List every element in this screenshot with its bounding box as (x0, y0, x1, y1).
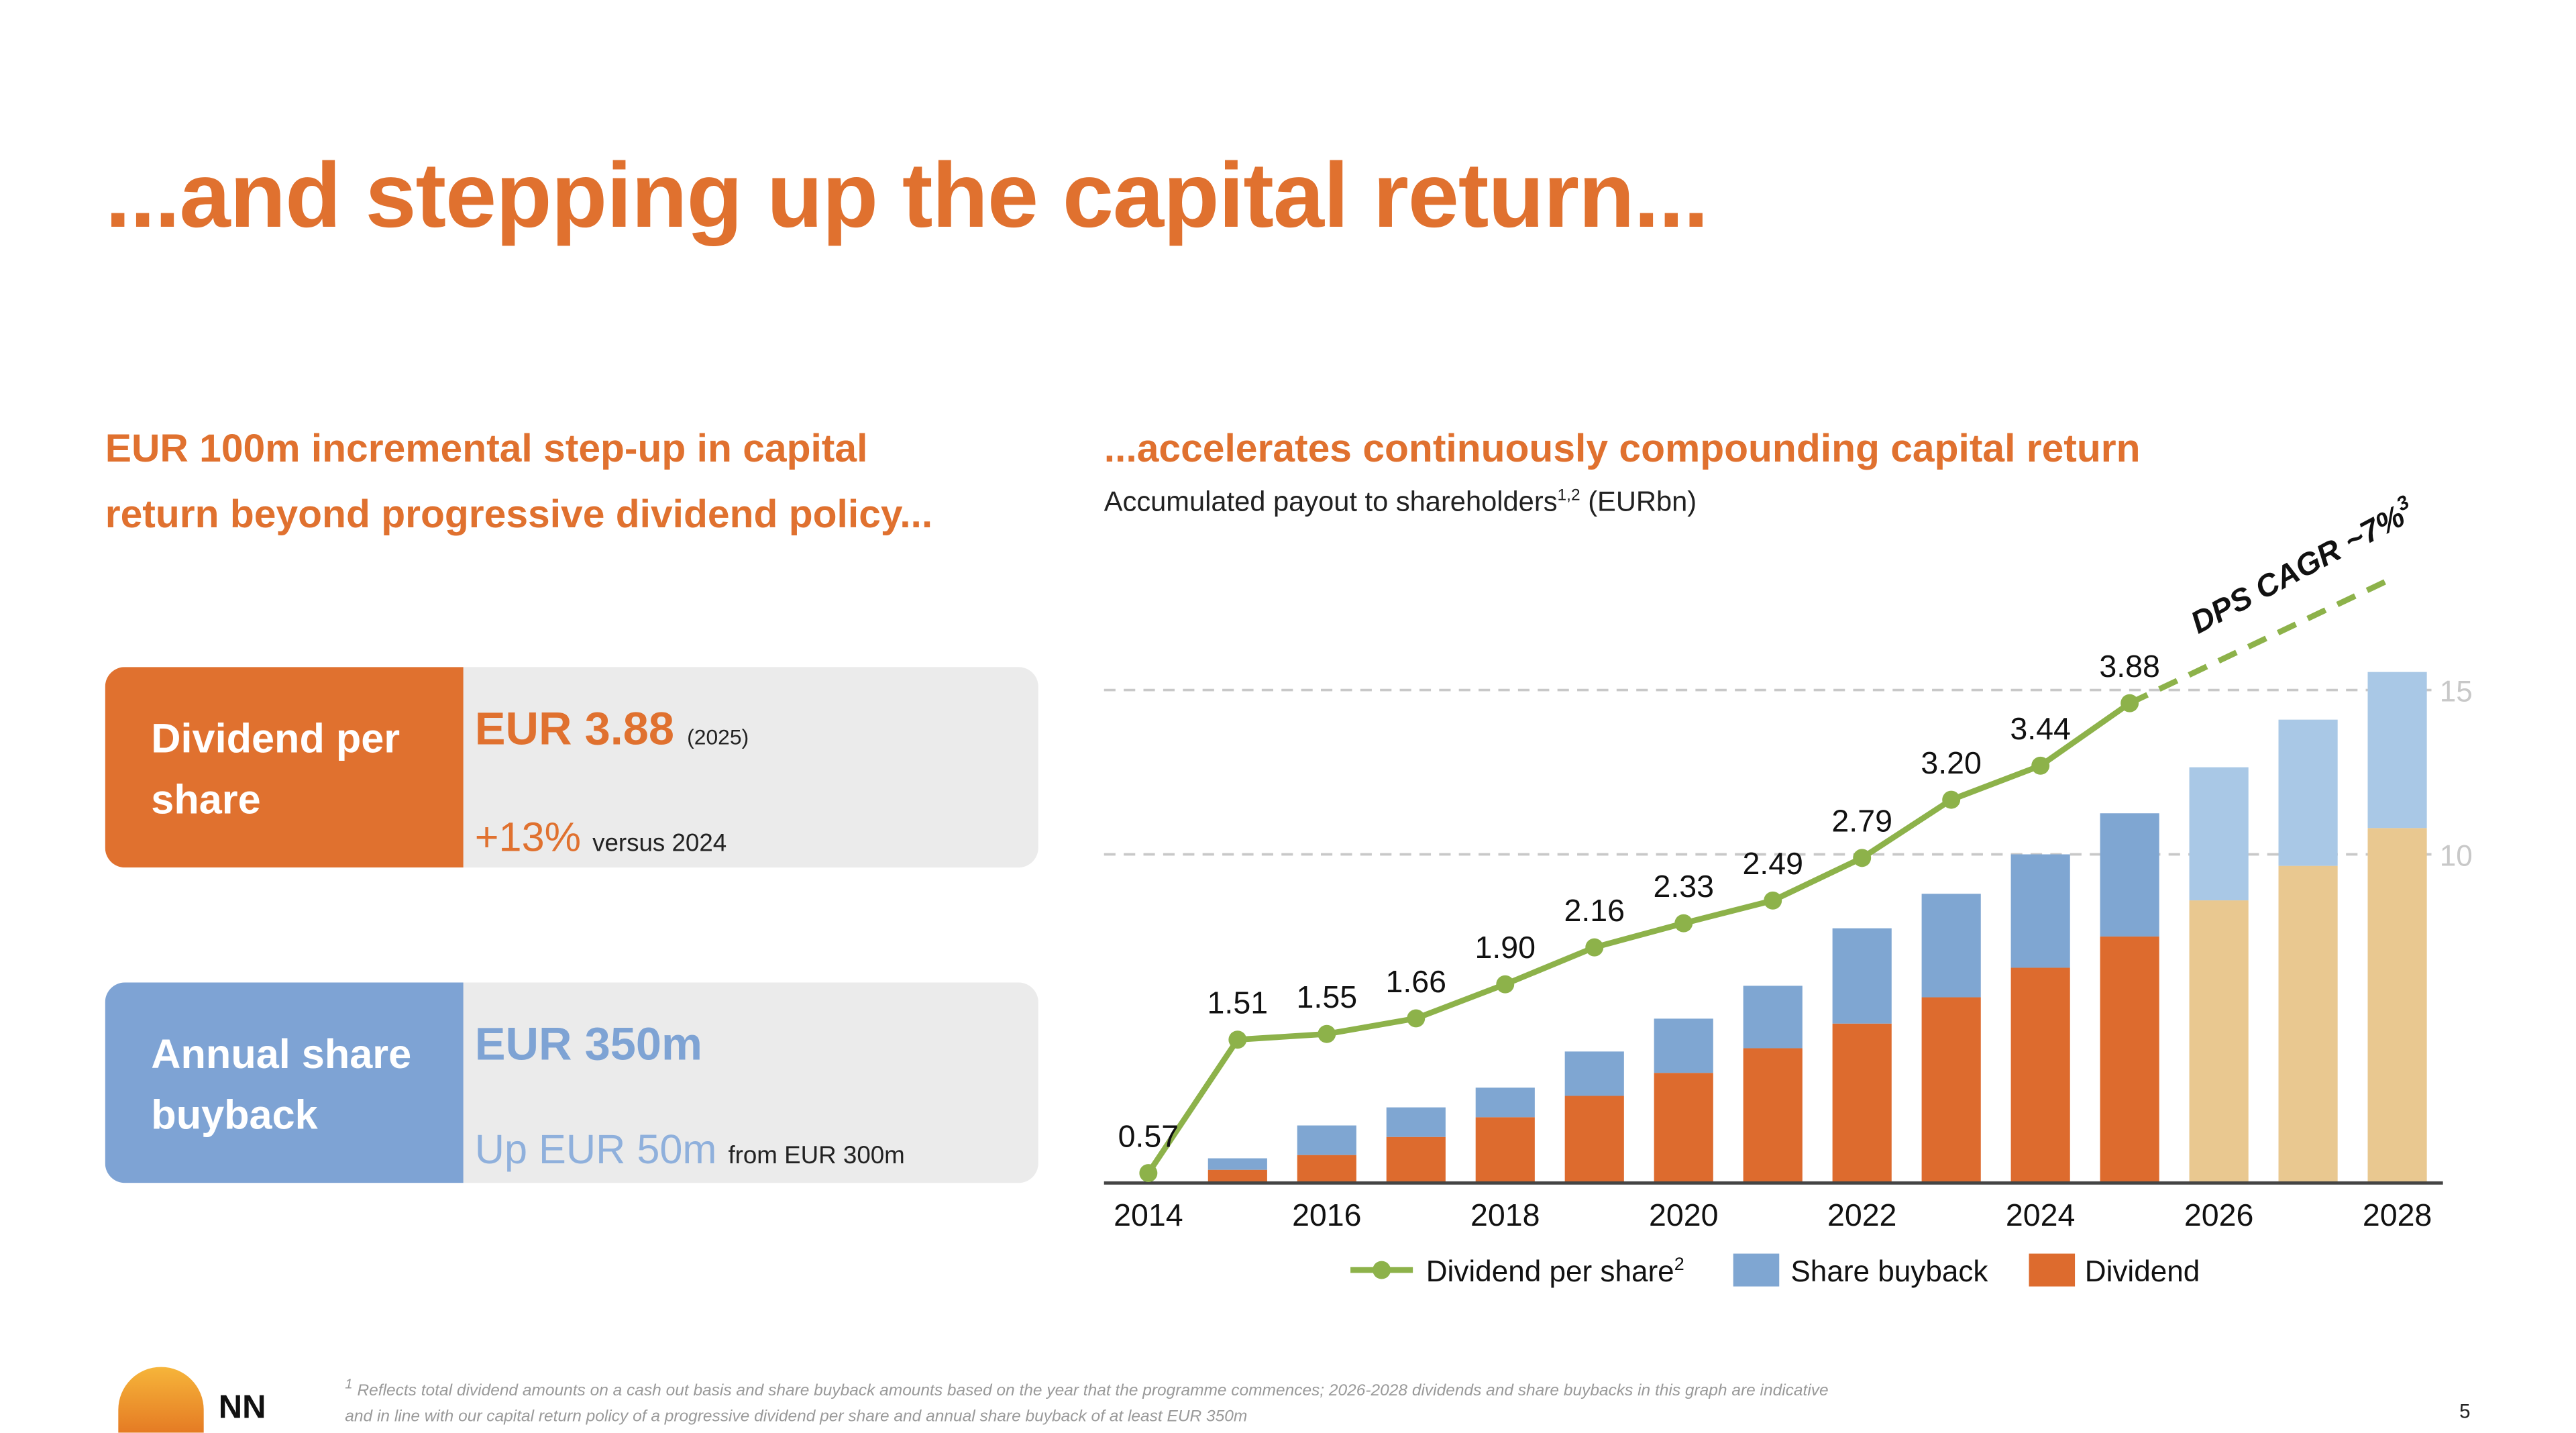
legend-dividend-label: Dividend (2085, 1255, 2200, 1288)
x-tick-label: 2014 (1114, 1198, 1183, 1232)
bar-dividend (2278, 865, 2338, 1183)
dps-point (1674, 914, 1693, 933)
legend-dividend-swatch (2029, 1253, 2076, 1287)
nn-logo-icon (118, 1367, 204, 1433)
bar-dividend (1386, 1136, 1446, 1183)
bar-share-buyback (1743, 986, 1803, 1049)
dividend-value: EUR 3.88 (2025) (474, 703, 749, 755)
bar-dividend (2189, 900, 2249, 1183)
dps-point (1496, 975, 1515, 994)
x-tick-label: 2022 (1827, 1198, 1896, 1232)
bar-share-buyback (1475, 1087, 1535, 1118)
bar-share-buyback (2010, 854, 2070, 968)
bar-share-buyback (2278, 719, 2338, 866)
dps-point (1407, 1009, 1426, 1028)
buyback-change: Up EUR 50m from EUR 300m (474, 1127, 905, 1173)
left-heading-line1: EUR 100m incremental step-up in capital (105, 427, 868, 472)
dps-label: 1.90 (1475, 930, 1536, 965)
bar-share-buyback (1297, 1125, 1356, 1155)
bar-dividend (1743, 1048, 1803, 1183)
left-heading: EUR 100m incremental step-up in capital … (105, 417, 932, 549)
y-tick-label: 15 (2440, 676, 2473, 708)
buyback-card: Annual share buyback EUR 350m Up EUR 50m… (105, 982, 1038, 1183)
x-tick-label: 2024 (2006, 1198, 2075, 1232)
dps-point (1853, 849, 1872, 867)
bar-dividend (1297, 1155, 1356, 1183)
dps-label: 3.44 (2010, 711, 2071, 746)
bar-dividend (2367, 828, 2427, 1183)
bar-share-buyback (2367, 672, 2427, 829)
x-tick-label: 2020 (1649, 1198, 1718, 1232)
dps-label: 3.88 (2099, 649, 2160, 684)
dps-label: 1.51 (1208, 986, 1269, 1020)
dps-label: 2.33 (1653, 869, 1714, 904)
bar-dividend (2010, 967, 2070, 1183)
bar-share-buyback (1564, 1051, 1624, 1096)
x-tick-label: 2028 (2363, 1198, 2432, 1232)
bar-dividend (1564, 1096, 1624, 1183)
dps-point (1228, 1030, 1247, 1049)
bar-dividend (1832, 1023, 1892, 1183)
dividend-card: Dividend per share EUR 3.88 (2025) +13% … (105, 667, 1038, 868)
dps-label: 2.49 (1742, 846, 1803, 881)
dps-label: 3.20 (1921, 745, 1982, 780)
legend-buyback-label: Share buyback (1790, 1255, 1988, 1288)
dps-point (2031, 756, 2050, 775)
bar-share-buyback (2189, 767, 2249, 901)
chart-heading: ...accelerates continuously compounding … (1104, 427, 2141, 472)
bar-share-buyback (1386, 1107, 1446, 1137)
page-number: 5 (2459, 1399, 2471, 1423)
x-tick-label: 2016 (1292, 1198, 1361, 1232)
legend-dps-label: Dividend per share2 (1426, 1254, 1684, 1288)
bar-share-buyback (1208, 1158, 1267, 1170)
buyback-card-label: Annual share buyback (105, 982, 464, 1183)
dps-label: 0.57 (1118, 1118, 1179, 1153)
bar-share-buyback (1921, 894, 1981, 998)
dps-label: 1.55 (1297, 979, 1358, 1014)
cagr-annotation: DPS CAGR ~7%3 (2184, 491, 2420, 640)
bar-dividend (1654, 1073, 1713, 1183)
dps-label: 2.16 (1564, 893, 1625, 928)
dps-point (1318, 1024, 1336, 1043)
dps-point (1764, 891, 1782, 910)
dps-projection-line (2128, 579, 2387, 706)
bar-dividend (1921, 997, 1981, 1183)
dps-label: 2.79 (1831, 804, 1892, 839)
logo-text: NN (218, 1389, 266, 1426)
page-title: ...and stepping up the capital return... (105, 143, 1709, 247)
y-tick-label: 10 (2440, 840, 2473, 873)
dps-label: 1.66 (1386, 964, 1447, 999)
dividend-change: +13% versus 2024 (474, 814, 727, 861)
buyback-value: EUR 350m (474, 1018, 702, 1070)
x-tick-label: 2026 (2184, 1198, 2253, 1232)
bar-share-buyback (2100, 813, 2159, 937)
left-heading-line2: return beyond progressive dividend polic… (105, 492, 933, 537)
bar-dividend (2100, 936, 2159, 1183)
dps-point (1942, 790, 1961, 809)
legend-dps-point-icon (1373, 1261, 1391, 1279)
dps-line (1146, 700, 2132, 1175)
dividend-card-label: Dividend per share (105, 667, 464, 868)
bar-dividend (1208, 1169, 1267, 1183)
dps-point (2121, 694, 2139, 712)
footnote: 1 Reflects total dividend amounts on a c… (345, 1375, 1829, 1427)
legend-buyback-swatch (1733, 1253, 1780, 1287)
bar-share-buyback (1654, 1018, 1713, 1073)
chart-subtitle: Accumulated payout to shareholders1,2 (E… (1104, 486, 1697, 518)
dps-point (1585, 938, 1604, 957)
x-tick-label: 2018 (1470, 1198, 1540, 1232)
dps-point (1139, 1164, 1158, 1183)
bar-share-buyback (1832, 928, 1892, 1024)
bar-dividend (1475, 1117, 1535, 1183)
